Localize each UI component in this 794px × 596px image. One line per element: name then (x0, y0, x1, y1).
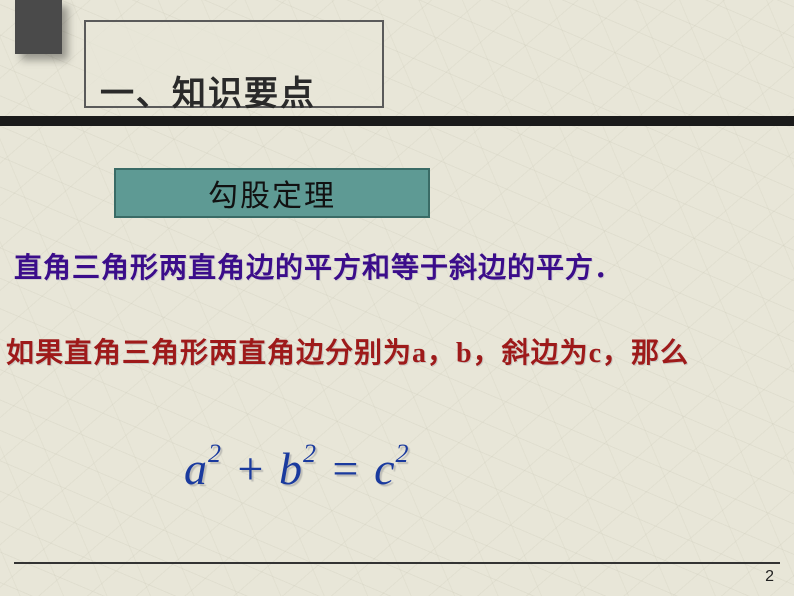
eq-exp-1: 2 (208, 439, 222, 468)
section-title: 一、知识要点 (100, 66, 316, 115)
theorem-condition: 如果直角三角形两直角边分别为a，b，斜边为c，那么 (6, 334, 786, 375)
eq-var-c: c (374, 443, 395, 494)
corner-tab-decoration (15, 0, 62, 54)
topic-badge-text: 勾股定理 (208, 171, 336, 215)
page-number: 2 (765, 568, 774, 586)
eq-var-a: a (184, 443, 208, 494)
horizontal-rule (0, 116, 794, 126)
footer-rule (14, 562, 780, 564)
eq-exp-2: 2 (303, 439, 317, 468)
eq-equals: = (317, 443, 374, 494)
topic-badge: 勾股定理 (114, 168, 430, 218)
theorem-statement: 直角三角形两直角边的平方和等于斜边的平方． (14, 246, 623, 286)
pythagorean-equation: a2 + b2 = c2 (184, 442, 410, 495)
eq-exp-3: 2 (396, 439, 410, 468)
eq-var-b: b (279, 443, 303, 494)
eq-plus: + (222, 443, 279, 494)
